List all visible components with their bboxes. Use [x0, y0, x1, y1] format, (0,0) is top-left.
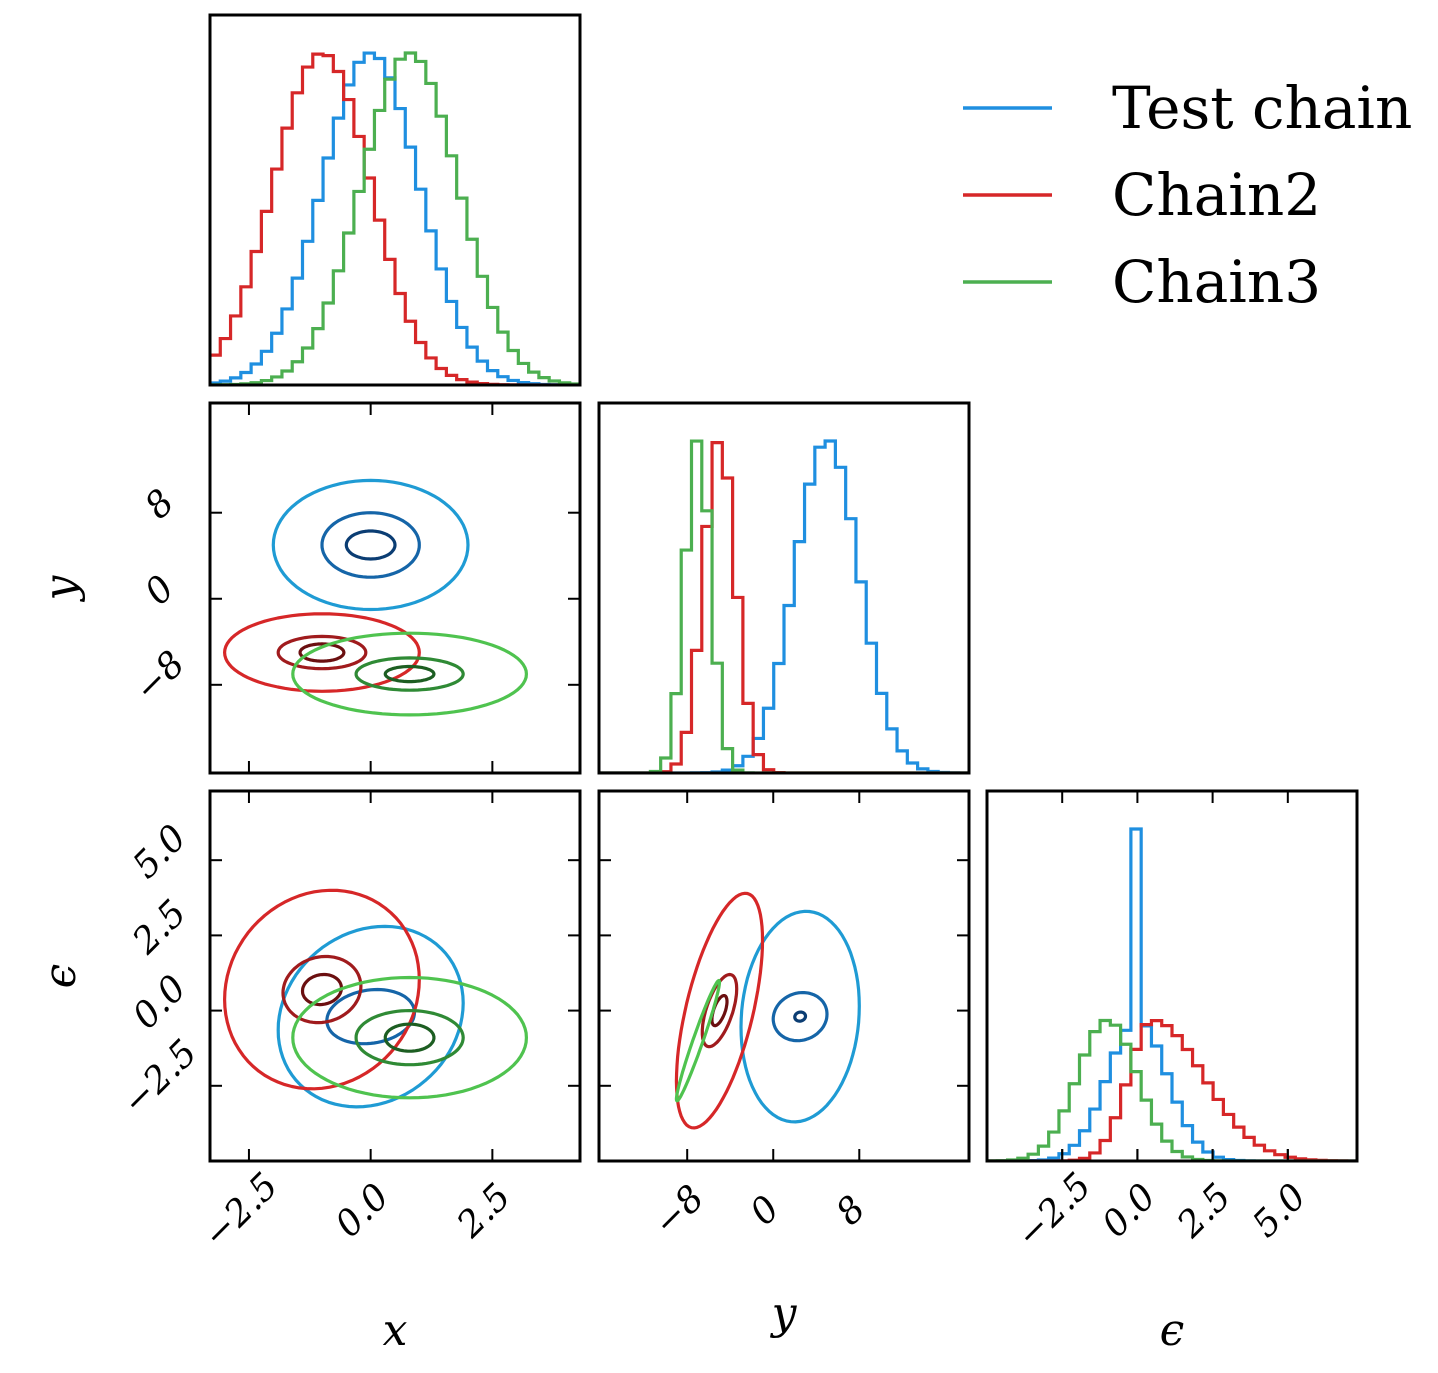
panel-frame-1-1: [597, 401, 971, 775]
contour-y_epsilon-test-chain-level-2: [793, 1010, 808, 1023]
histogram-line-x-test-chain: [210, 51, 580, 385]
contour-panel-x_y: [223, 478, 528, 717]
contour-x_y-test-chain-level-0: [271, 478, 470, 612]
y-axis-label-y: y: [35, 574, 86, 602]
histogram-line-epsilon-chain3: [987, 1018, 1357, 1161]
histogram-x: [210, 51, 580, 385]
y-tick-label-y: 0: [137, 568, 182, 613]
contour-x_epsilon-chain3-level-1: [354, 1009, 465, 1067]
x-tick-label-epsilon: 5.0: [1245, 1176, 1314, 1245]
contour-y_epsilon-chain3-level-0: [674, 978, 722, 1103]
x-tick-label-epsilon: −2.5: [1009, 1165, 1100, 1256]
x-tick-label-epsilon: 2.5: [1169, 1176, 1239, 1246]
histogram-line-epsilon-test-chain: [987, 827, 1357, 1161]
y-tick-label-epsilon: 2.5: [124, 893, 194, 963]
y-tick-label-epsilon: 0.0: [125, 968, 194, 1037]
contour-x_y-chain2-level-1: [276, 634, 368, 671]
contour-y_epsilon-test-chain-level-0: [739, 909, 861, 1124]
histogram-y: [599, 439, 969, 773]
contour-x_y-chain2-level-2: [298, 642, 346, 663]
x-tick-label-y: 8: [829, 1188, 874, 1233]
y-tick-label-y: −8: [127, 643, 194, 710]
legend-label: Chain3: [1112, 248, 1321, 316]
contour-panel-y_epsilon: [674, 891, 861, 1130]
contour-x_epsilon-chain2-level-2: [300, 972, 343, 1007]
x-tick-label-x: 2.5: [449, 1176, 519, 1246]
histogram-line-x-chain3: [210, 51, 580, 385]
contour-x_y-chain3-level-2: [383, 664, 436, 684]
y-tick-label-epsilon: −2.5: [114, 1032, 205, 1123]
x-axis-label-y: y: [770, 1288, 798, 1339]
x-axis-label-x: x: [383, 1305, 408, 1356]
legend: Test chain Chain2 Chain3: [963, 74, 1412, 316]
x-tick-label-y: −8: [646, 1178, 713, 1245]
contour-x_y-chain3-level-0: [291, 631, 528, 717]
y-tick-label-epsilon: 5.0: [125, 817, 194, 886]
contour-x_epsilon-chain3-level-2: [383, 1022, 436, 1053]
contour-y_epsilon-chain2-level-2: [710, 994, 729, 1028]
panel-frame-1-0: [208, 401, 582, 775]
contour-y_epsilon-chain2-level-1: [700, 972, 739, 1049]
x-tick-label-y: 0: [743, 1188, 788, 1233]
contour-x_y-test-chain-level-1: [320, 511, 421, 579]
panel-frame-2-2: [985, 789, 1359, 1163]
contour-y_epsilon-chain2-level-0: [674, 891, 765, 1130]
x-tick-label-x: 0.0: [328, 1176, 397, 1245]
histogram-line-y-chain3: [599, 439, 969, 773]
histogram-epsilon: [987, 827, 1357, 1161]
panel-frame-2-0: [208, 789, 582, 1163]
panel-frame-0-0: [208, 13, 582, 387]
panel-frame-2-1: [597, 789, 971, 1163]
histogram-line-y-test-chain: [599, 439, 969, 773]
contour-x_y-chain3-level-1: [354, 656, 465, 692]
x-tick-label-epsilon: 0.0: [1095, 1176, 1164, 1245]
y-tick-label-y: 8: [137, 482, 182, 527]
contour-x_epsilon-chain2-level-0: [223, 888, 421, 1091]
contour-x_epsilon-chain2-level-1: [281, 954, 363, 1025]
contour-panel-x_epsilon: [223, 888, 528, 1109]
contour-x_epsilon-chain3-level-0: [291, 975, 528, 1100]
legend-label: Test chain: [1112, 74, 1412, 142]
legend-label: Chain2: [1112, 161, 1321, 229]
x-tick-label-x: −2.5: [195, 1165, 286, 1256]
x-axis-label-epsilon: ϵ: [1160, 1305, 1185, 1356]
contour-y_epsilon-test-chain-level-1: [771, 991, 829, 1043]
contour-x_epsilon-test-chain-level-0: [276, 924, 465, 1109]
contour-x_y-test-chain-level-2: [344, 529, 397, 561]
y-axis-label-epsilon: ϵ: [35, 964, 86, 989]
